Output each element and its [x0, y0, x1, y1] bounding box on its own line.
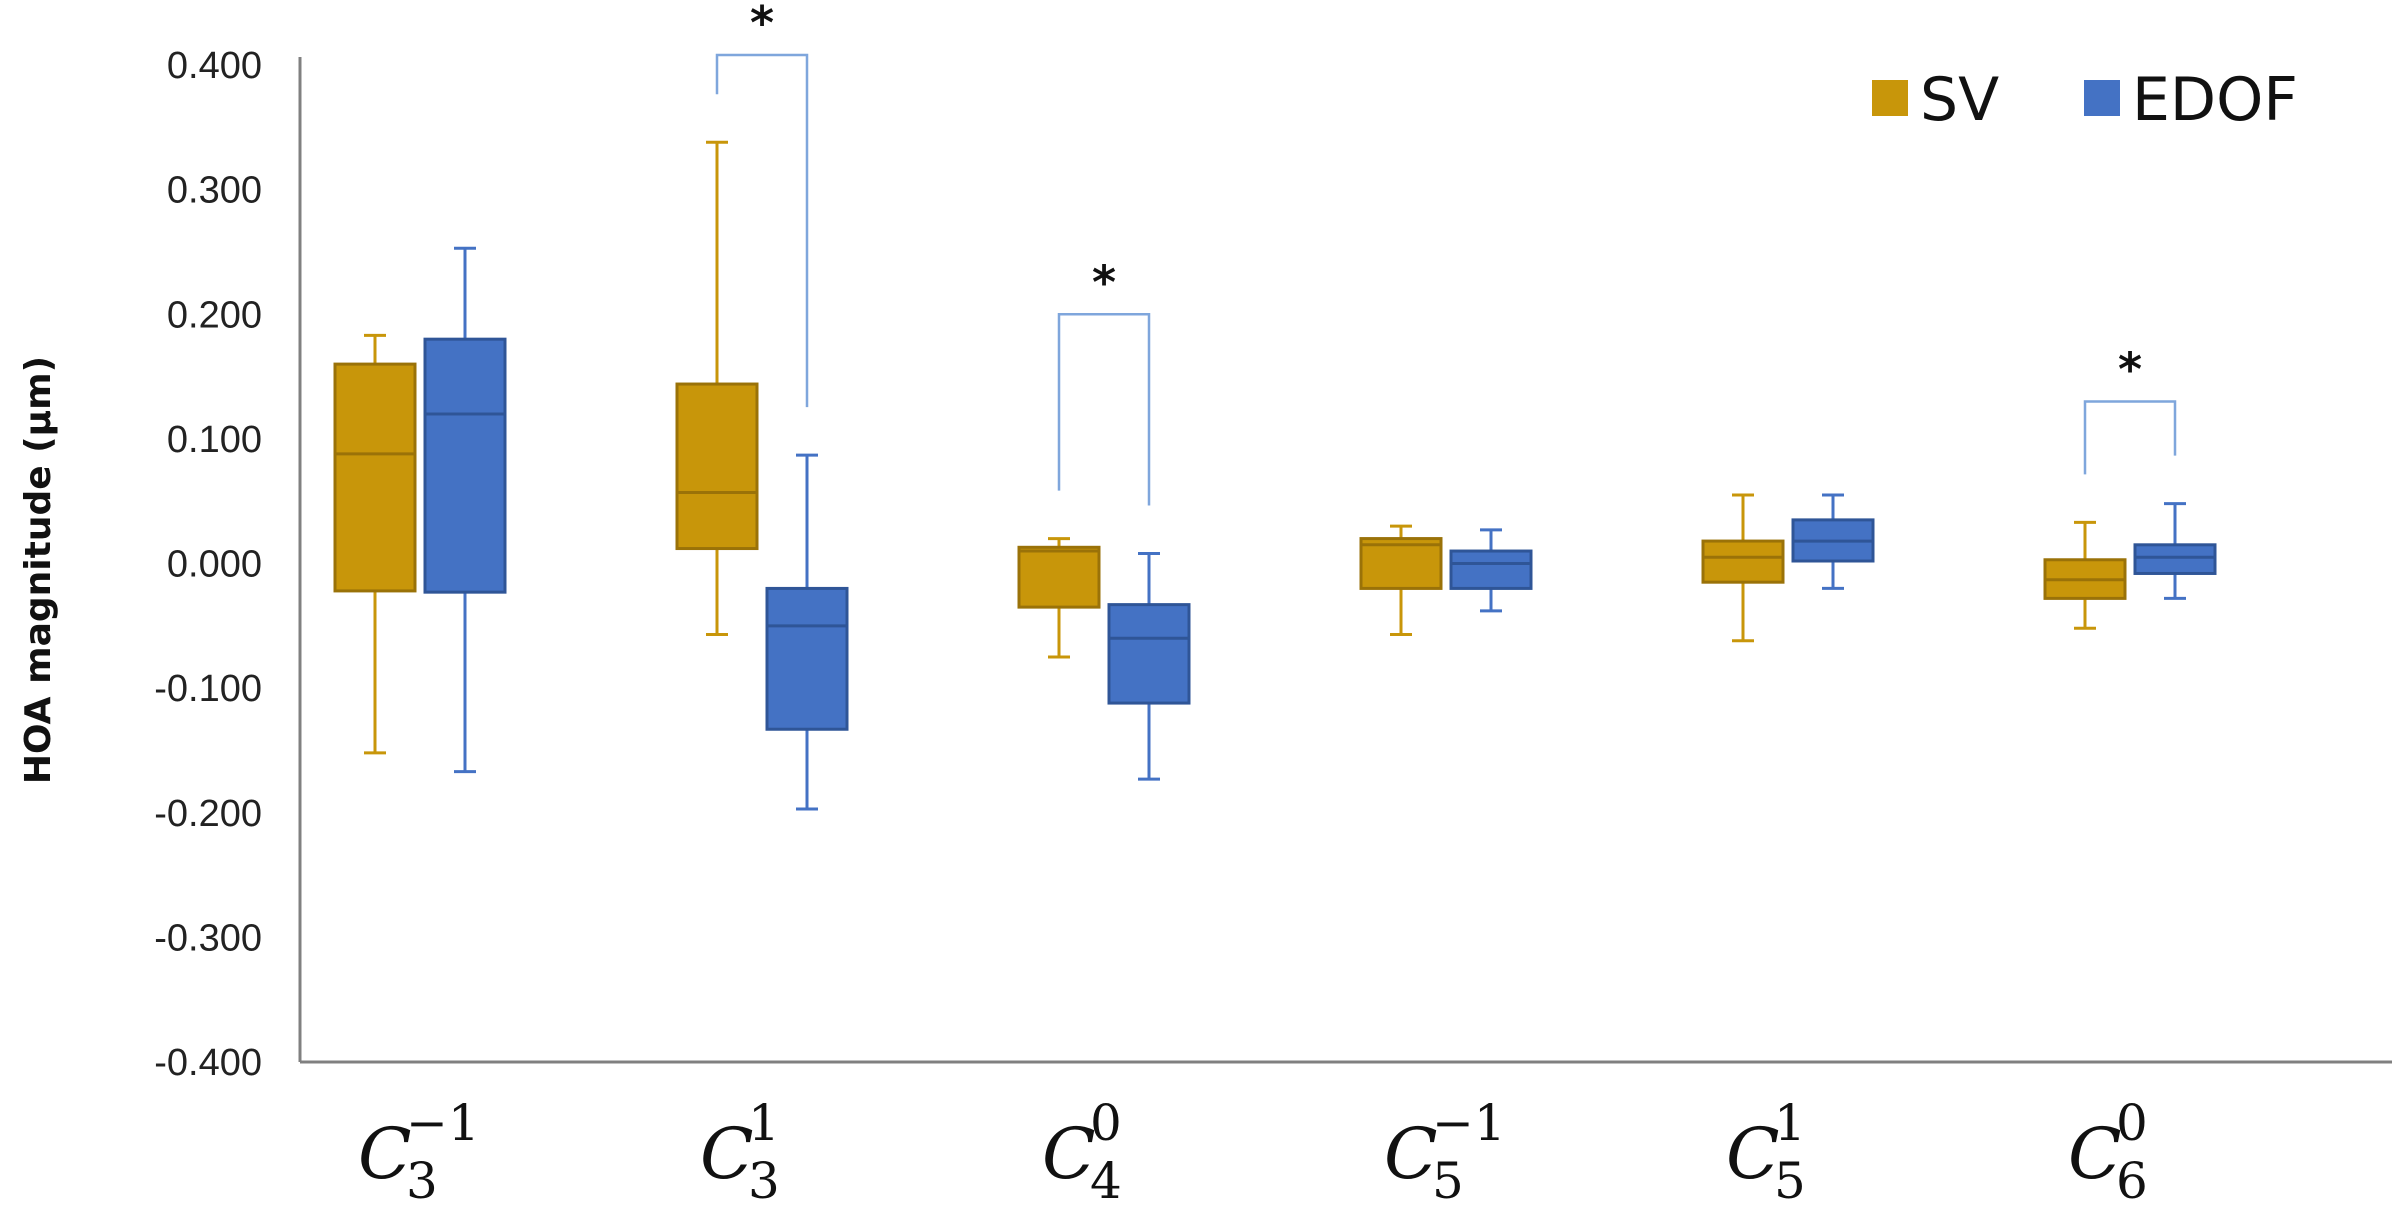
- x-tick-label: C3−1: [358, 1094, 480, 1210]
- significance-star: *: [750, 0, 774, 50]
- box-edof-1: [765, 453, 849, 811]
- bracket-line: [1057, 313, 1151, 506]
- y-tick-label: 0.100: [167, 419, 262, 461]
- y-axis: 0.400 0.300 0.200 0.100 0.000 -0.100 -0.200 -0.…: [154, 45, 2392, 1084]
- bracket-line: [715, 53, 809, 408]
- box-sv-4: [1701, 493, 1785, 643]
- y-tick-label: -0.300: [154, 917, 262, 959]
- bracket-line: [2083, 400, 2177, 475]
- y-axis-title: HOA magnitude (µm): [18, 356, 59, 784]
- box-edof-3: [1449, 528, 1533, 613]
- box-sv-3: [1359, 524, 1443, 637]
- y-tick-label: -0.200: [154, 793, 262, 835]
- significance-bracket-2: *: [1057, 255, 1151, 506]
- x-tick-label: C31: [700, 1094, 780, 1210]
- plot-area: * * *: [333, 0, 2217, 811]
- box-iqr: [1359, 537, 1443, 590]
- significance-star: *: [2118, 342, 2142, 396]
- box-iqr: [675, 382, 759, 551]
- significance-star: *: [1092, 255, 1116, 309]
- legend-item-sv: SV: [1872, 65, 1999, 135]
- legend-label: EDOF: [2132, 65, 2298, 135]
- x-axis-labels: C3−1 C31 C40 C5−1 C51 C60: [358, 1094, 2148, 1210]
- box-iqr: [1449, 549, 1533, 590]
- box-sv-0: [333, 333, 417, 755]
- legend-item-edof: EDOF: [2084, 65, 2298, 135]
- y-tick-label: 0.300: [167, 170, 262, 212]
- box-iqr: [2133, 543, 2217, 575]
- box-edof-4: [1791, 493, 1875, 590]
- y-tick-label: 0.400: [167, 45, 262, 87]
- box-iqr: [765, 586, 849, 731]
- box-iqr: [423, 337, 507, 594]
- box-edof-5: [2133, 502, 2217, 600]
- legend-label: SV: [1920, 65, 1999, 135]
- legend: SV EDOF: [1872, 65, 2298, 135]
- y-tick-label: -0.100: [154, 668, 262, 710]
- legend-swatch: [1872, 80, 1908, 116]
- box-iqr: [1017, 545, 1101, 609]
- box-sv-2: [1017, 537, 1101, 659]
- box-sv-5: [2043, 520, 2127, 630]
- significance-bracket-1: *: [715, 0, 809, 408]
- box-iqr: [1701, 539, 1785, 584]
- y-tick-label: 0.200: [167, 294, 262, 336]
- box-sv-1: [675, 140, 759, 637]
- y-tick-label: -0.400: [154, 1042, 262, 1084]
- legend-swatch: [2084, 80, 2120, 116]
- x-tick-label: C60: [2068, 1094, 2148, 1210]
- y-tick-label: 0.000: [167, 544, 262, 586]
- box-iqr: [333, 362, 417, 593]
- x-tick-label: C40: [1042, 1094, 1122, 1210]
- x-tick-label: C51: [1726, 1094, 1806, 1210]
- box-edof-0: [423, 246, 507, 774]
- box-iqr: [1107, 603, 1191, 705]
- box-edof-2: [1107, 552, 1191, 781]
- significance-bracket-5: *: [2083, 342, 2177, 475]
- x-tick-label: C5−1: [1384, 1094, 1506, 1210]
